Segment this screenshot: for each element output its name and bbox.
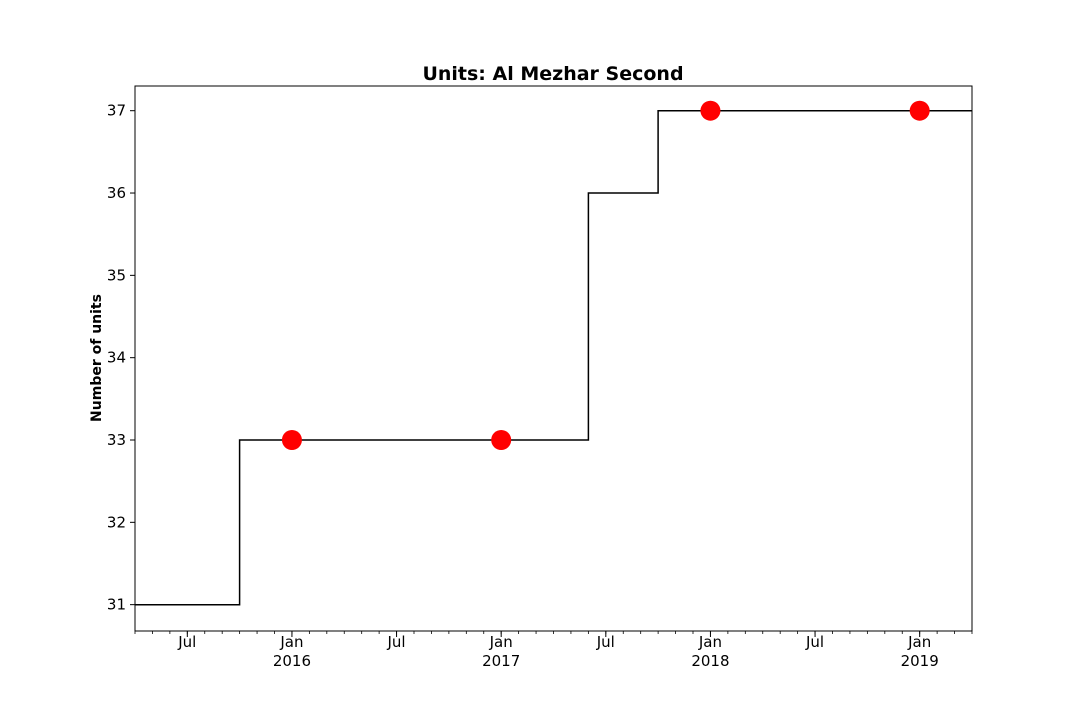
x-tick-label: Jul (596, 633, 615, 651)
y-axis-label: Number of units (89, 294, 105, 422)
data-point (700, 100, 721, 121)
chart-title: Units: Al Mezhar Second (422, 63, 683, 85)
x-tick-label: Jul (387, 633, 406, 651)
data-point (491, 430, 512, 451)
x-tick-year-label: 2017 (482, 652, 520, 670)
series-line (135, 109, 972, 606)
plot-frame (134, 85, 973, 632)
y-tick-label: 32 (107, 513, 126, 531)
x-tick-year-label: 2016 (273, 652, 311, 670)
y-tick-label: 35 (107, 266, 126, 284)
x-tick-label: Jul (177, 633, 196, 651)
y-tick-label: 37 (107, 102, 126, 120)
y-tick-label: 34 (107, 349, 126, 367)
y-tick-label: 36 (107, 184, 126, 202)
x-tick-label: Jan (489, 633, 513, 651)
x-tick-year-label: 2019 (901, 652, 939, 670)
data-point (909, 100, 930, 121)
x-tick-label: Jan (907, 633, 931, 651)
x-tick-label: Jul (805, 633, 824, 651)
data-point (281, 430, 302, 451)
y-tick-label: 31 (107, 596, 126, 614)
x-tick-year-label: 2018 (691, 652, 729, 670)
x-tick-label: Jan (279, 633, 303, 651)
x-tick-label: Jan (698, 633, 722, 651)
y-tick-label: 33 (107, 431, 126, 449)
